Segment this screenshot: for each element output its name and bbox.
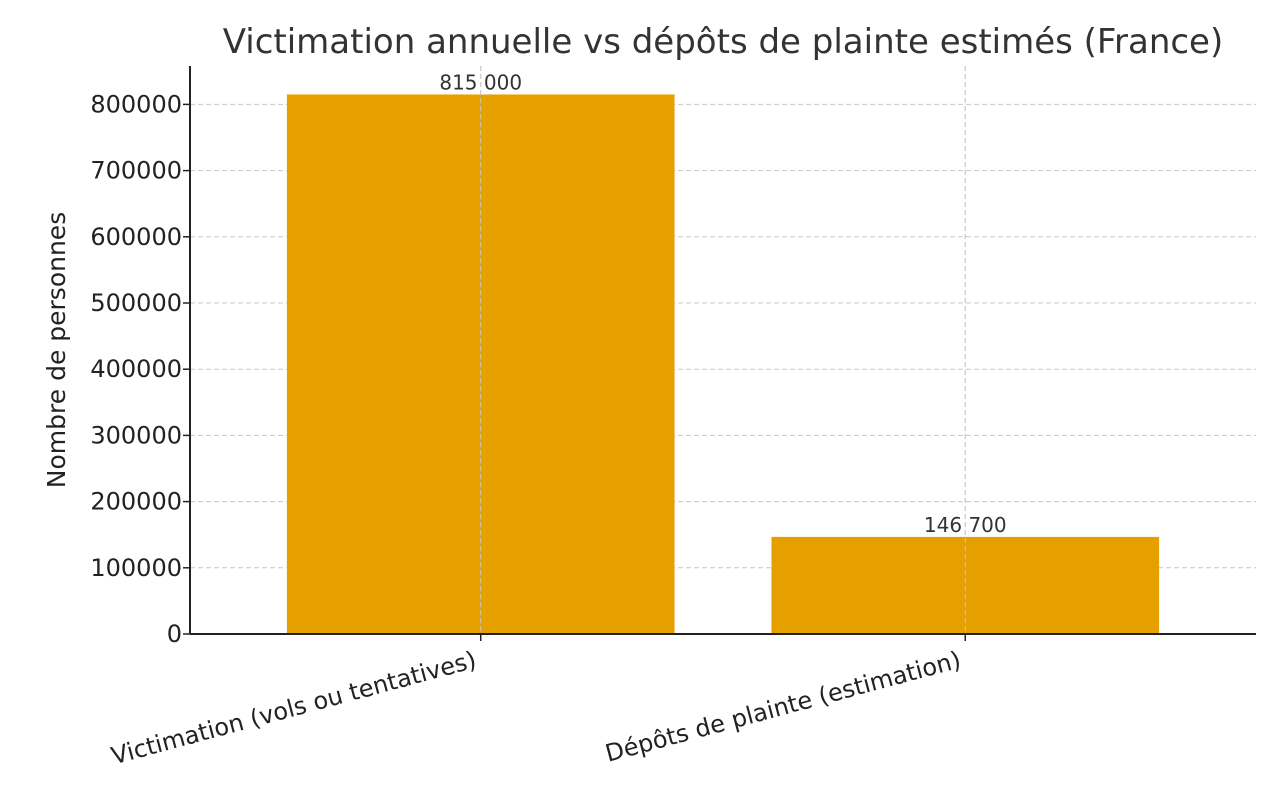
- y-tick-label: 500000: [90, 289, 182, 317]
- bar-value-label: 815 000: [439, 70, 522, 94]
- data-labels: 815 000 146 700: [439, 70, 1006, 536]
- y-tick-label: 100000: [90, 554, 182, 582]
- y-tick-label: 200000: [90, 488, 182, 516]
- y-axis-label: Nombre de personnes: [42, 212, 71, 488]
- y-tick-label: 600000: [90, 223, 182, 251]
- axes: [189, 66, 1256, 635]
- y-tick-label: 800000: [90, 90, 182, 118]
- bar-value-label: 146 700: [924, 513, 1007, 537]
- bar: [771, 536, 1160, 634]
- y-tick-label: 700000: [90, 157, 182, 185]
- x-category-label: Dépôts de plainte (estimation): [602, 646, 964, 768]
- x-category-label: Victimation (vols ou tentatives): [108, 646, 479, 770]
- chart-title: Victimation annuelle vs dépôts de plaint…: [223, 22, 1224, 62]
- y-tick-label: 300000: [90, 421, 182, 449]
- y-tick-label: 0: [167, 620, 182, 648]
- bars: [286, 66, 1160, 635]
- y-tick-label: 400000: [90, 355, 182, 383]
